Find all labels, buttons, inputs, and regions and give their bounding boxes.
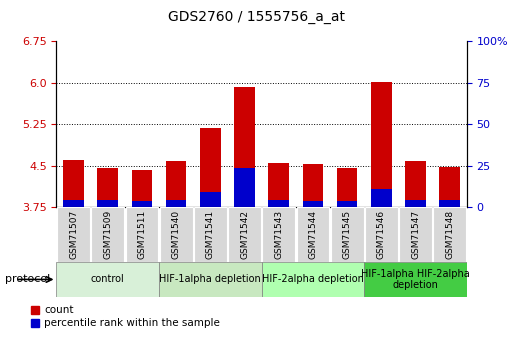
Bar (166, 161, 186, 207)
FancyBboxPatch shape (262, 262, 364, 297)
Bar (234, 168, 255, 207)
FancyBboxPatch shape (56, 262, 159, 297)
Bar (63, 200, 84, 207)
Bar (268, 200, 289, 207)
Text: GSM71543: GSM71543 (274, 210, 283, 259)
FancyBboxPatch shape (399, 207, 432, 262)
Text: HIF-1alpha depletion: HIF-1alpha depletion (160, 275, 261, 284)
Bar (337, 168, 358, 207)
FancyBboxPatch shape (297, 207, 329, 262)
Text: GSM71546: GSM71546 (377, 210, 386, 259)
Bar (234, 87, 255, 207)
Bar (63, 160, 84, 207)
Bar (166, 200, 186, 207)
FancyBboxPatch shape (364, 262, 467, 297)
Bar (200, 128, 221, 207)
Text: GSM71509: GSM71509 (103, 210, 112, 259)
Text: GSM71545: GSM71545 (343, 210, 351, 259)
FancyBboxPatch shape (365, 207, 398, 262)
FancyBboxPatch shape (262, 207, 295, 262)
Text: GSM71511: GSM71511 (137, 210, 146, 259)
Bar (440, 200, 460, 207)
Bar (132, 170, 152, 207)
Bar (371, 189, 391, 207)
FancyBboxPatch shape (160, 207, 192, 262)
Bar (303, 201, 323, 207)
FancyBboxPatch shape (126, 207, 159, 262)
Bar (440, 167, 460, 207)
FancyBboxPatch shape (57, 207, 90, 262)
Text: GSM71544: GSM71544 (308, 210, 318, 259)
Bar (337, 201, 358, 207)
Bar (371, 82, 391, 207)
Bar (200, 192, 221, 207)
Text: control: control (91, 275, 125, 284)
FancyBboxPatch shape (331, 207, 364, 262)
Text: GSM71507: GSM71507 (69, 210, 78, 259)
FancyBboxPatch shape (91, 207, 124, 262)
FancyBboxPatch shape (194, 207, 227, 262)
Text: HIF-2alpha depletion: HIF-2alpha depletion (262, 275, 364, 284)
Text: GSM71542: GSM71542 (240, 210, 249, 259)
Bar (97, 168, 118, 207)
Bar (405, 161, 426, 207)
Bar (405, 200, 426, 207)
Text: GSM71540: GSM71540 (172, 210, 181, 259)
Text: GSM71548: GSM71548 (445, 210, 454, 259)
FancyBboxPatch shape (228, 207, 261, 262)
FancyBboxPatch shape (433, 207, 466, 262)
Text: GSM71547: GSM71547 (411, 210, 420, 259)
Bar (97, 200, 118, 207)
Bar (132, 201, 152, 207)
Bar (303, 165, 323, 207)
Text: GSM71541: GSM71541 (206, 210, 215, 259)
Legend: count, percentile rank within the sample: count, percentile rank within the sample (31, 305, 220, 328)
Text: HIF-1alpha HIF-2alpha
depletion: HIF-1alpha HIF-2alpha depletion (361, 269, 470, 290)
Text: GDS2760 / 1555756_a_at: GDS2760 / 1555756_a_at (168, 10, 345, 24)
FancyBboxPatch shape (159, 262, 262, 297)
Text: protocol: protocol (5, 275, 50, 284)
Bar (268, 163, 289, 207)
